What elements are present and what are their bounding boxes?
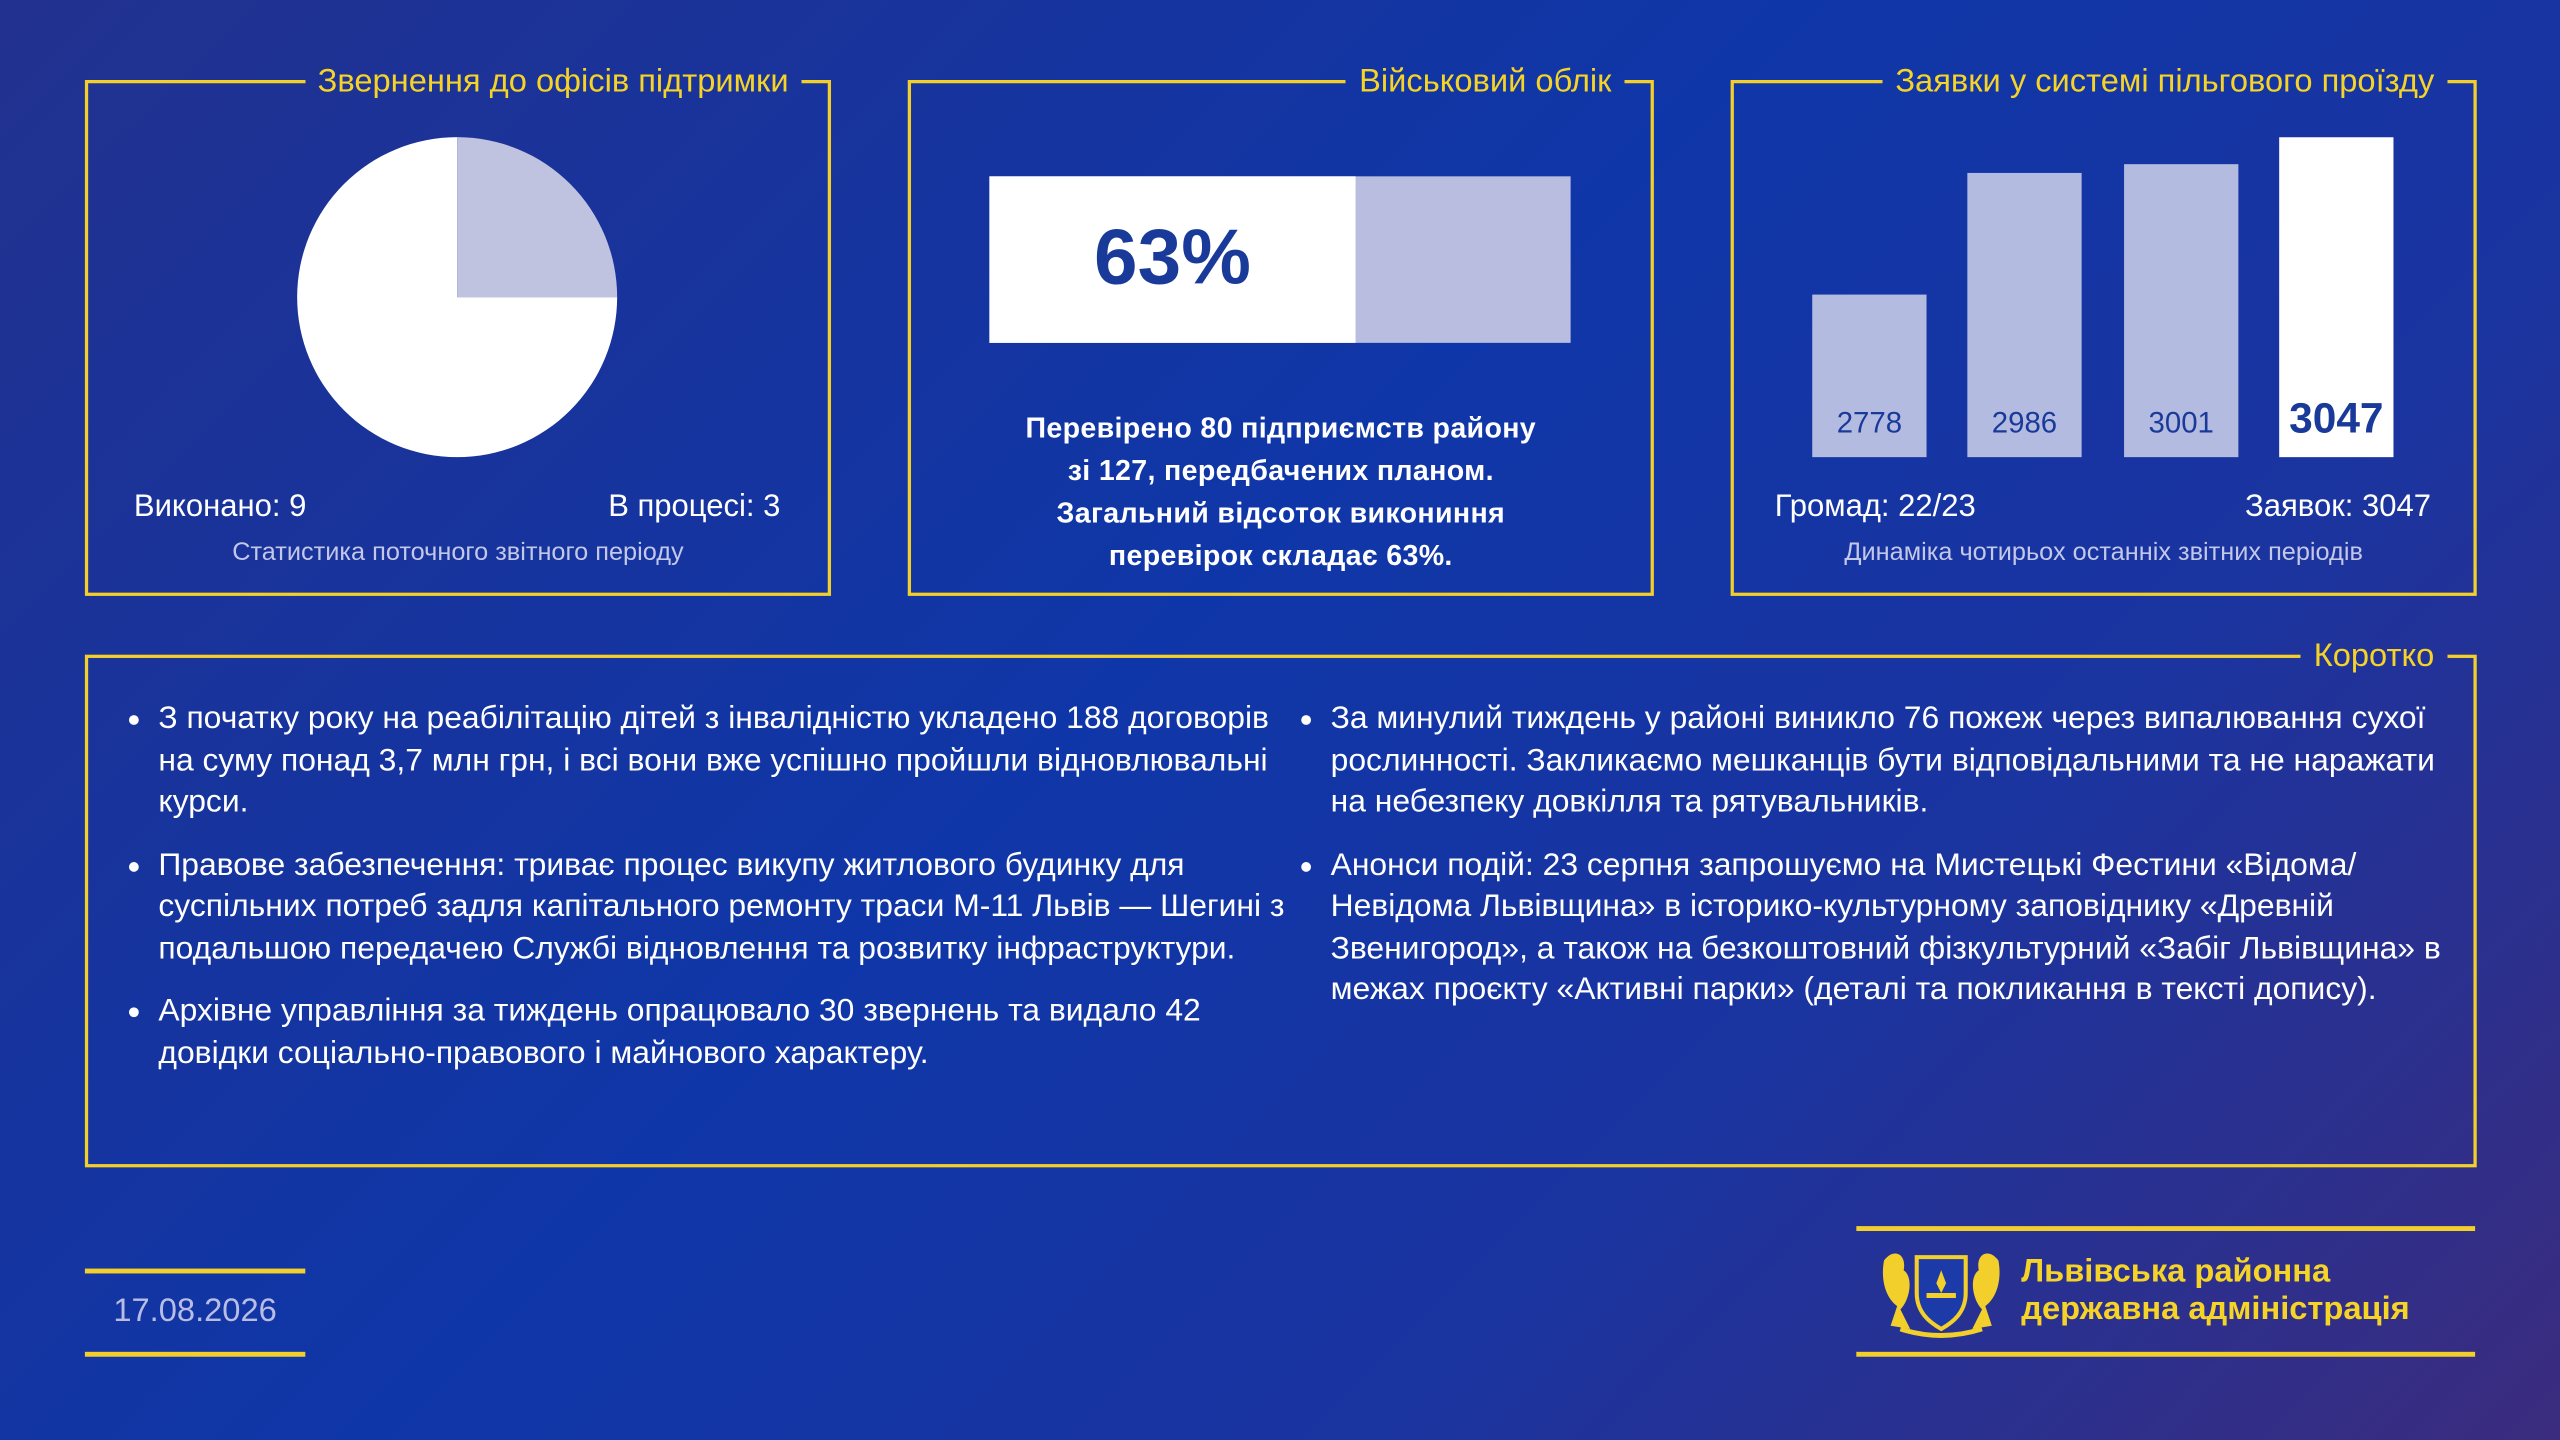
- org-line: державна адміністрація: [2021, 1291, 2410, 1328]
- text-line: Загальний відсоток викониння: [1056, 496, 1506, 529]
- summary-item: За минулий тиждень у районі виникло 76 п…: [1331, 699, 2441, 824]
- panel-title: Військовий облік: [1359, 63, 1612, 100]
- stat: Заявок: 3047: [2245, 489, 2432, 525]
- text-line: зі 127, передбачених планом.: [1067, 453, 1494, 487]
- legend-value: 9: [289, 489, 307, 525]
- legend-label: Виконано:: [133, 489, 281, 525]
- legend-value: 3: [763, 489, 781, 525]
- logo: [1882, 1253, 2000, 1338]
- bar-label: 2986: [1992, 406, 2057, 439]
- summary-item: Архівне управління за тиждень опрацювало…: [158, 991, 1285, 1074]
- bar-label: 3001: [2149, 406, 2214, 439]
- panel-title: Звернення до офісів підтримки: [317, 63, 789, 100]
- org-line: Львівська районна: [2021, 1253, 2331, 1290]
- panel-title: Заявки у системі пільгового проїзду: [1895, 63, 2435, 100]
- progress-label: 63%: [1094, 213, 1251, 301]
- bar-label: 2778: [1837, 406, 1902, 439]
- text-line: Перевірено 80 підприємств району: [1025, 411, 1537, 445]
- legend-item: Виконано: 9: [134, 490, 306, 526]
- summary-list: За минулий тиждень у районі виникло 76 п…: [1257, 699, 2441, 1033]
- divider: [84, 1268, 306, 1273]
- bar: [2279, 137, 2394, 458]
- date: 17.08.2026: [113, 1293, 277, 1329]
- summary-item: Правове забезпечення: триває процес вику…: [158, 845, 1285, 970]
- text-line: перевірок складає 63%.: [1108, 538, 1453, 572]
- bar: [2124, 164, 2239, 458]
- progress-bar: [989, 176, 1356, 343]
- panel: Звернення до офісів підтримки: [84, 62, 832, 596]
- panel-note: Динаміка чотирьох останніх звітних періо…: [1844, 538, 2363, 567]
- panel: Коротко: [84, 636, 2477, 1168]
- organization: Львівська районна державна адміністрація: [2021, 1254, 2410, 1329]
- bar: [1812, 294, 1927, 458]
- stat: Громад: 22/23: [1774, 489, 1976, 525]
- summary-item: Анонси подій: 23 серпня запрошуємо на Ми…: [1331, 845, 2441, 1012]
- divider: [1856, 1351, 2476, 1356]
- divider: [84, 1351, 306, 1356]
- panel-note: Статистика поточного звітного періоду: [232, 538, 684, 567]
- legend-label: В процесі:: [608, 489, 755, 525]
- panel-title: Коротко: [2313, 638, 2435, 675]
- summary-list: З початку року на реабілітацію дітей з і…: [85, 699, 1285, 1096]
- divider: [1856, 1226, 2476, 1231]
- summary-item: З початку року на реабілітацію дітей з і…: [158, 699, 1285, 824]
- panel: Заявки у системі пільгового проїзду: [1730, 62, 2477, 596]
- panel: Військовий облік: [907, 62, 1654, 596]
- legend-item: В процесі: 3: [608, 490, 780, 526]
- panel-text: Перевірено 80 підприємств району зі 127,…: [908, 407, 1654, 577]
- bar-label: 3047: [2289, 394, 2383, 441]
- pie-slice: [457, 137, 618, 298]
- bar: [1967, 172, 2082, 458]
